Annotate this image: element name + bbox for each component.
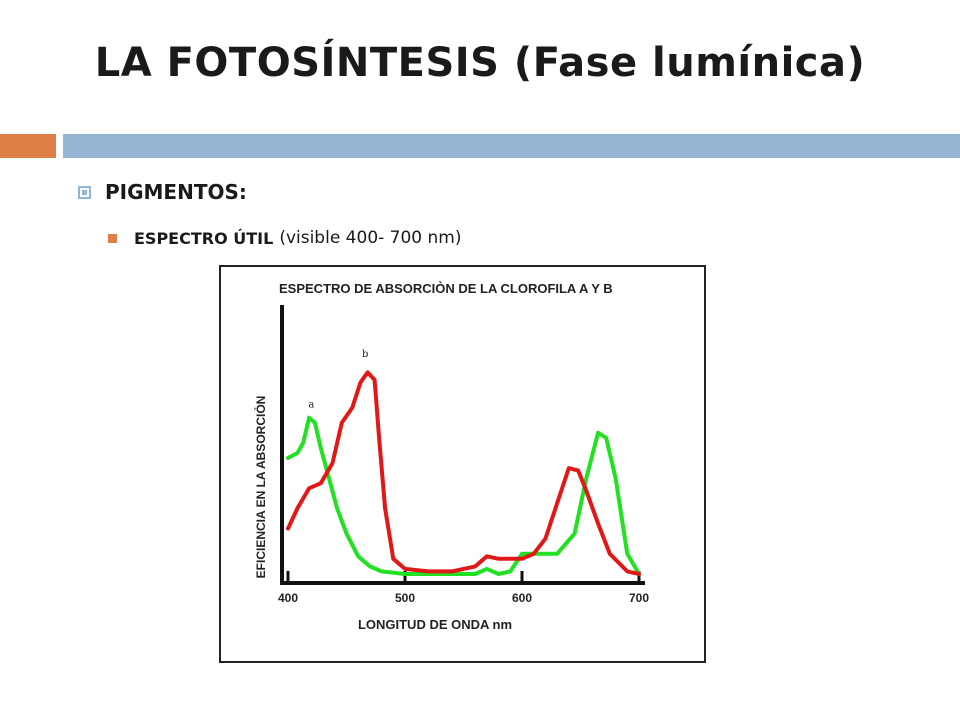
bullet-espectro-util: ESPECTRO ÚTIL (visible 400- 700 nm) — [108, 228, 462, 248]
x-axis-label: LONGITUD DE ONDA nm — [358, 617, 512, 632]
bullet-espectro-strong: ESPECTRO ÚTIL — [134, 228, 274, 248]
x-tick-label: 500 — [395, 591, 415, 605]
x-tick-label: 700 — [629, 591, 649, 605]
square-bullet-icon — [108, 233, 117, 243]
x-tick-label: 400 — [278, 591, 298, 605]
series-line-a — [286, 415, 641, 576]
bullet-pigmentos-text: PIGMENTOS: — [105, 180, 247, 204]
absorption-spectrum-chart: ESPECTRO DE ABSORCIÒN DE LA CLOROFILA A … — [219, 265, 706, 663]
bullet-pigmentos: PIGMENTOS: — [78, 180, 247, 204]
chart-svg: ESPECTRO DE ABSORCIÒN DE LA CLOROFILA A … — [253, 281, 649, 632]
series-annotation-b: b — [362, 349, 368, 360]
bullet-espectro-rest: (visible 400- 700 nm) — [279, 228, 462, 248]
chart-title: ESPECTRO DE ABSORCIÒN DE LA CLOROFILA A … — [279, 281, 613, 296]
title-underline-accent — [0, 134, 56, 158]
square-bullet-icon — [78, 185, 91, 199]
y-axis-label: EFICIENCIA EN LA ABSORCIÒN — [253, 396, 268, 579]
slide-title: LA FOTOSÍNTESIS (Fase lumínica) — [94, 40, 866, 86]
series-line-b — [286, 370, 641, 576]
series-annotation-a: a — [308, 400, 314, 411]
title-underline-bar — [63, 134, 960, 158]
x-tick-label: 600 — [512, 591, 532, 605]
